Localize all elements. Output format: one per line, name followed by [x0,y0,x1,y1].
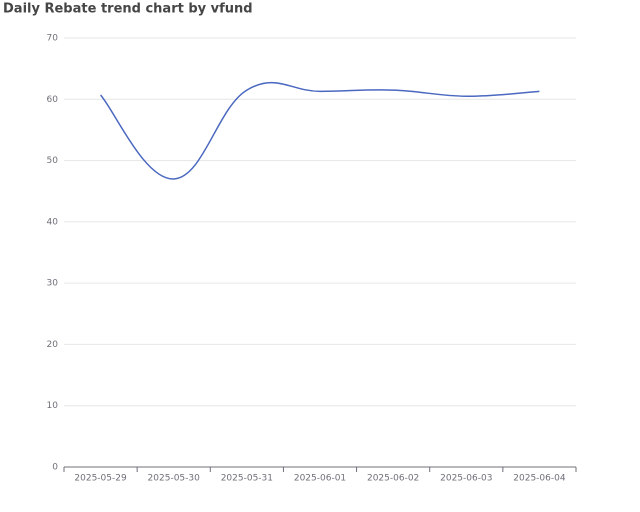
x-tick-label: 2025-06-03 [440,474,492,484]
x-tick-label: 2025-05-30 [148,474,201,484]
y-tick-label: 60 [47,95,59,105]
x-tick-label: 2025-06-04 [513,474,566,484]
y-tick-label: 70 [47,34,59,44]
line [100,81,540,180]
y-tick-label: 0 [52,463,58,473]
y-tick-label: 40 [47,217,59,227]
x-tick-label: 2025-05-29 [74,474,127,484]
chart-title: Daily Rebate trend chart by vfund [3,2,253,17]
y-tick-label: 20 [47,340,59,350]
y-tick-label: 50 [47,156,59,166]
x-tick-label: 2025-06-02 [367,474,419,484]
y-tick-label: 10 [47,401,59,411]
y-tick-label: 30 [47,279,59,289]
x-tick-label: 2025-05-31 [221,474,273,484]
x-tick-label: 2025-06-01 [294,474,346,484]
